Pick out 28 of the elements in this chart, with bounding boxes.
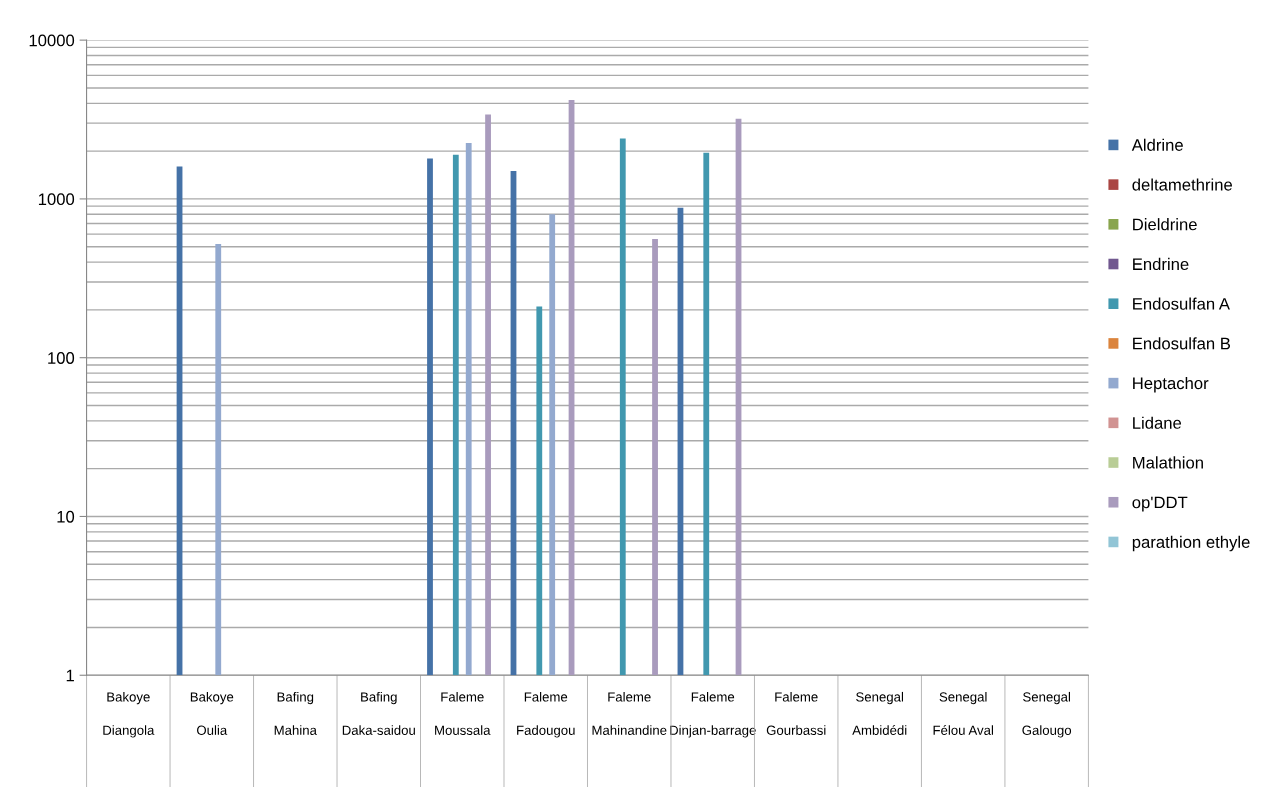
legend-label: deltamethrine [1132, 178, 1232, 191]
legend-label: op'DDT [1132, 496, 1188, 512]
category-label: Senegal Galougo [1022, 691, 1072, 738]
y-tick-label: 10000 [29, 34, 75, 47]
legend-label: Endosulfan B [1133, 337, 1231, 350]
category-label: Bafing Mahina [274, 691, 317, 735]
legend-label: Lidane [1133, 416, 1182, 429]
category-label: Senegal Félou Aval [933, 691, 993, 735]
category-label: Senegal Ambidédi [852, 691, 907, 735]
category-label: Faleme Mahinandine [592, 691, 667, 735]
category-label: Faleme Gourbassi [766, 691, 826, 735]
legend-label: Endrine [1133, 257, 1189, 271]
legend-label: Endosulfan A [1133, 297, 1230, 310]
legend-label: Aldrine [1131, 138, 1183, 151]
category-label: Bafing Daka-saidou [342, 691, 415, 735]
y-tick-label: 10 [57, 510, 75, 523]
legend-label: parathion ethyle [1132, 535, 1250, 552]
category-label: Bakoye Oulia [190, 691, 234, 735]
category-label: Faleme Moussala [435, 691, 491, 735]
legend-label: Dieldrine [1133, 218, 1197, 231]
category-label: Faleme Fadougou [517, 691, 575, 738]
category-label: Bakoye Diangola [103, 691, 155, 738]
y-tick-label: 1000 [38, 193, 75, 206]
legend-label: Heptachor [1133, 376, 1209, 393]
category-label: Faleme Dinjan-barrage [670, 691, 756, 738]
y-tick-label: 100 [48, 352, 75, 364]
y-tick-label: 1 [66, 669, 74, 682]
legend-label: Malathion [1133, 456, 1203, 469]
